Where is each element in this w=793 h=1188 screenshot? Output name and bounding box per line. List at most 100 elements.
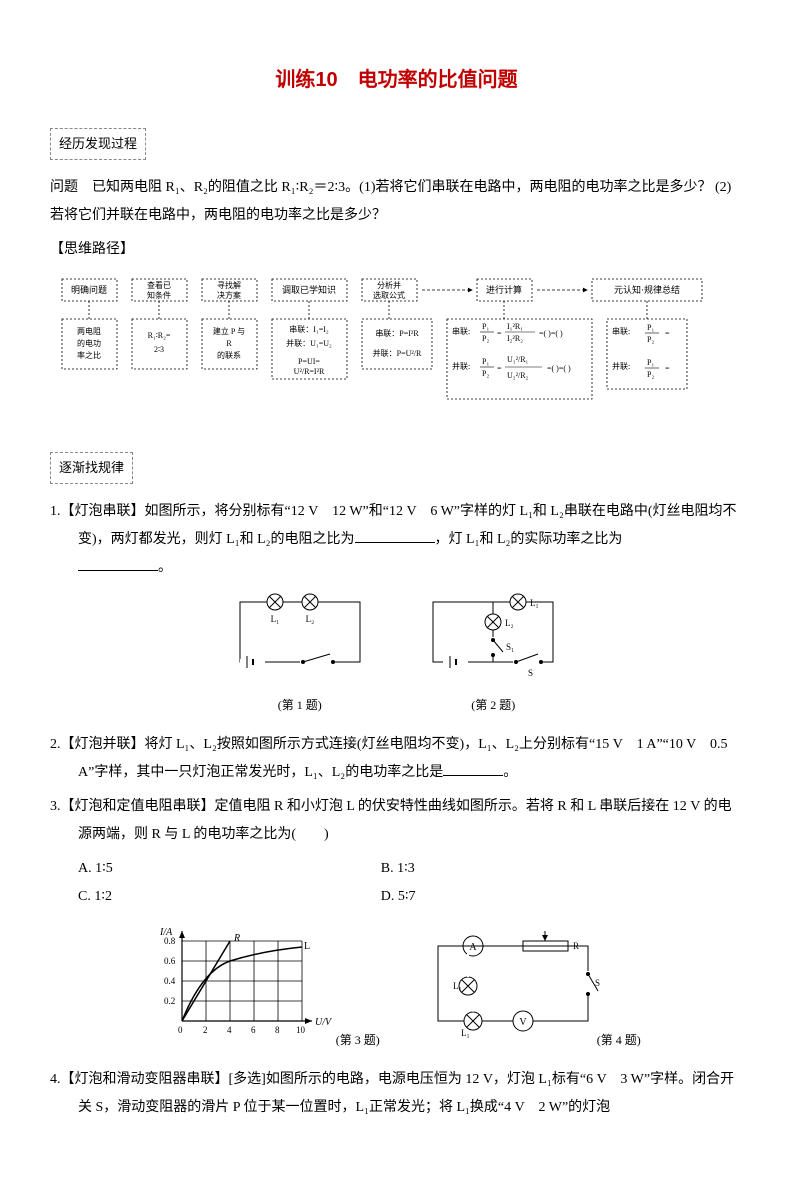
svg-text:=: = [497,364,502,373]
svg-text:=( )=( ): =( )=( ) [547,364,571,373]
svg-text:=( )=( ): =( )=( ) [539,329,563,338]
chart3-l-label: L [304,941,310,952]
q2-end: 。 [503,765,517,780]
question-3: 3.【灯泡和定值电阻串联】定值电阻 R 和小灯泡 L 的伏安特性曲线如图所示。若… [50,793,743,849]
svg-text:率之比: 率之比 [77,350,101,360]
svg-text:建立 P 与: 建立 P 与 [212,326,244,336]
flow-b4b: 并联：U₁=U₂ [286,338,332,348]
flow-b5b: 并联：P=U²/R [372,348,421,358]
q2-blank[interactable] [443,761,503,776]
svg-text:P₁: P₁ [482,357,489,366]
q3-opt-a[interactable]: A. 1∶5 [78,855,377,883]
svg-text:串联:: 串联: [452,327,470,336]
svg-text:并联:: 并联: [452,361,470,371]
flow-b4a: 串联：I₁=I₂ [289,325,329,334]
svg-text:A: A [470,942,478,953]
flow-bottom-row: 两电阻 的电功 率之比 R₁∶R₂= 2∶3 建立 P 与 R 的联系 串联：I… [62,319,687,399]
flow-diagram: .fbox { fill:#fff; stroke:#000; stroke-w… [57,274,737,434]
q1-text-tail: ，灯 L₁和 L₂的实际功率之比为 [435,532,623,547]
svg-text:P₂: P₂ [647,335,654,344]
svg-text:0.4: 0.4 [164,976,176,986]
chart3-xlabel: U/V [315,1017,333,1028]
figure-row-2: I/A U/V 0 2 4 6 8 10 0.2 0.4 0. [50,921,743,1052]
svg-text:L₂: L₂ [505,618,514,628]
q3-options: A. 1∶5 B. 1∶3 C. 1∶2 D. 5∶7 [50,855,743,911]
svg-text:并联:: 并联: [612,361,630,371]
figure-2: L₁ L₂ S₁ S (第 2 题) [418,592,568,717]
fig1-caption: (第 1 题) [225,693,375,717]
svg-text:P₂: P₂ [647,370,654,379]
svg-text:串联:: 串联: [612,327,630,336]
q1-blank-2[interactable] [78,556,158,571]
q3-opt-c[interactable]: C. 1∶2 [78,883,377,911]
svg-text:L₁: L₁ [530,598,539,608]
thinking-path-label: 【思维路径】 [50,236,743,264]
svg-text:0: 0 [178,1025,183,1035]
svg-text:6: 6 [251,1025,256,1035]
svg-text:决方案: 决方案 [217,290,241,300]
svg-text:两电阻: 两电阻 [77,326,101,336]
svg-text:S₁: S₁ [506,642,514,652]
svg-text:R: R [226,339,232,348]
section-tag-2-label: 逐渐找规律 [50,452,133,484]
question-4: 4.【灯泡和滑动变阻器串联】[多选]如图所示的电路，电源电压恒为 12 V，灯泡… [50,1066,743,1122]
q3-opt-d[interactable]: D. 5∶7 [381,883,680,911]
svg-text:的电功: 的电功 [77,338,101,348]
figure-row-1: L₁ L₂ (第 1 题) L₁ L₂ [50,592,743,717]
svg-text:0.8: 0.8 [164,936,176,946]
svg-text:0.6: 0.6 [164,956,176,966]
fig3-caption: (第 3 题) [336,1033,380,1047]
problem-intro: 问题 已知两电阻 R₁、R₂的阻值之比 R₁∶R₂＝2∶3。(1)若将它们串联在… [50,174,743,230]
flow-top-row: 明确问题 查看已 知条件 寻找解 决方案 调取已学知识 分析并 选取公式 进行计… [62,279,702,301]
section-tag-2: 逐渐找规律 [50,444,743,492]
svg-text:寻找解: 寻找解 [217,280,241,290]
figure-1: L₁ L₂ (第 1 题) [225,592,375,717]
svg-text:=: = [497,329,502,338]
flow-box-6: 进行计算 [485,284,521,295]
svg-text:P=UI=: P=UI= [298,357,320,366]
svg-text:查看已: 查看已 [147,280,171,290]
q3-opt-b[interactable]: B. 1∶3 [381,855,680,883]
svg-text:U₁²/R₁: U₁²/R₁ [507,355,529,364]
q1-end: 。 [158,560,172,575]
section-tag-1-label: 经历发现过程 [50,128,146,160]
svg-text:L₂: L₂ [305,614,314,624]
svg-text:2: 2 [203,1025,208,1035]
svg-text:S: S [595,978,600,988]
q2-text: 2.【灯泡并联】将灯 L₁、L₂按照如图所示方式连接(灯丝电阻均不变)，L₁、L… [50,737,728,780]
svg-text:P₁: P₁ [647,358,654,367]
svg-text:P₁: P₁ [647,323,654,332]
svg-text:L₁: L₁ [461,1028,470,1038]
svg-text:10: 10 [296,1025,306,1035]
question-2: 2.【灯泡并联】将灯 L₁、L₂按照如图所示方式连接(灯丝电阻均不变)，L₁、L… [50,731,743,787]
svg-text:4: 4 [227,1025,232,1035]
svg-text:P₂: P₂ [482,369,489,378]
svg-text:I₁²R₁: I₁²R₁ [507,322,523,331]
svg-text:L₁: L₁ [453,981,462,991]
chart3-r-label: R [233,933,240,944]
question-1: 1.【灯泡串联】如图所示，将分别标有“12 V 12 W”和“12 V 6 W”… [50,498,743,582]
svg-text:知条件: 知条件 [147,290,171,300]
section-tag-1: 经历发现过程 [50,120,743,168]
flow-b5a: 串联：P=I²R [375,329,419,338]
svg-text:0.2: 0.2 [164,996,175,1006]
fig4-caption: (第 4 题) [597,1033,641,1047]
page-title: 训练10 电功率的比值问题 [50,60,743,100]
svg-text:P₁: P₁ [482,322,489,331]
figure-3: I/A U/V 0 2 4 6 8 10 0.2 0.4 0. [152,921,380,1052]
svg-text:2∶3: 2∶3 [153,345,163,354]
flow-box-1: 明确问题 [70,284,106,295]
fig2-caption: (第 2 题) [418,693,568,717]
svg-text:=: = [665,329,670,338]
svg-text:分析并: 分析并 [377,280,401,290]
svg-text:选取公式: 选取公式 [373,290,405,300]
svg-text:I₂²R₂: I₂²R₂ [507,334,523,343]
svg-text:的联系: 的联系 [217,350,241,360]
figure-4: A P R L₁ L₁ V [423,931,641,1052]
q1-blank-1[interactable] [355,528,435,543]
svg-text:U²/R=I²R: U²/R=I²R [293,367,324,376]
svg-text:V: V [520,1017,528,1028]
flow-box-7: 元认知·规律总结 [614,284,680,295]
svg-text:S: S [528,668,533,678]
svg-text:P₂: P₂ [482,334,489,343]
